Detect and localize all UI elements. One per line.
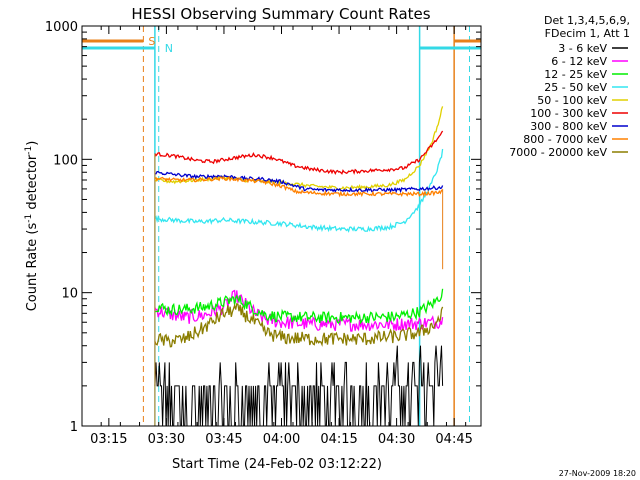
- saa-marker-label: S: [148, 35, 155, 48]
- legend-entry-label: 7000 - 20000 keV: [509, 146, 607, 159]
- series-line: [154, 289, 444, 332]
- y-tick-label: 1000: [45, 20, 78, 35]
- series-line: [154, 288, 444, 325]
- x-tick-label: 03:15: [90, 432, 127, 447]
- series-line: [154, 345, 444, 426]
- y-axis-label-main: Count Rate (s: [25, 223, 40, 312]
- series-line: [154, 130, 444, 175]
- chart-title: HESSI Observing Summary Count Rates: [131, 5, 430, 23]
- x-tick-label: 04:15: [320, 432, 357, 447]
- legend-entry-label: 6 - 12 keV: [551, 55, 607, 68]
- y-axis-label: Count Rate (s-1 detector-1): [24, 141, 40, 312]
- legend-entry-label: 12 - 25 keV: [544, 68, 607, 81]
- night-marker-label: N: [165, 42, 173, 55]
- footer-date: 27-Nov-2009 18:20: [559, 469, 636, 478]
- y-axis-label-exp2: -1: [24, 146, 34, 155]
- legend-header-line-1: Det 1,3,4,5,6,9,: [544, 14, 630, 27]
- series-line: [154, 176, 443, 198]
- plot-area: [82, 26, 481, 426]
- legend-entry-label: 100 - 300 keV: [530, 107, 607, 120]
- y-tick-label: 100: [53, 153, 78, 168]
- y-axis-label-mid: detector: [25, 154, 40, 214]
- y-axis-label-end: ): [25, 141, 40, 146]
- x-tick-label: 04:00: [263, 432, 300, 447]
- legend-entry-label: 3 - 6 keV: [558, 42, 607, 55]
- x-tick-label: 03:30: [148, 432, 185, 447]
- y-tick-label: 1: [70, 420, 78, 435]
- series-line: [154, 170, 444, 194]
- series-line: [154, 303, 444, 348]
- x-tick-label: 04:30: [378, 432, 415, 447]
- y-tick-label: 10: [61, 287, 78, 302]
- x-tick-label: 03:45: [205, 432, 242, 447]
- legend-entry-label: 300 - 800 keV: [530, 120, 607, 133]
- x-tick-label: 04:45: [435, 432, 472, 447]
- legend-entry-label: 50 - 100 keV: [537, 94, 607, 107]
- x-axis-label: Start Time (24-Feb-02 03:12:22): [172, 457, 382, 472]
- legend-entry-label: 800 - 7000 keV: [523, 133, 607, 146]
- legend-header-line-2: FDecim 1, Att 1: [545, 27, 630, 40]
- legend-entry-label: 25 - 50 keV: [544, 81, 607, 94]
- series-line: [154, 148, 444, 233]
- y-axis-label-exp1: -1: [24, 214, 34, 223]
- legend: Det 1,3,4,5,6,9, FDecim 1, Att 1 3 - 6 k…: [509, 14, 630, 159]
- y-axis: 1 10 100 1000: [45, 20, 481, 435]
- x-axis: 03:15 03:30 03:45 04:00 04:15 04:30 04:45: [81, 26, 473, 447]
